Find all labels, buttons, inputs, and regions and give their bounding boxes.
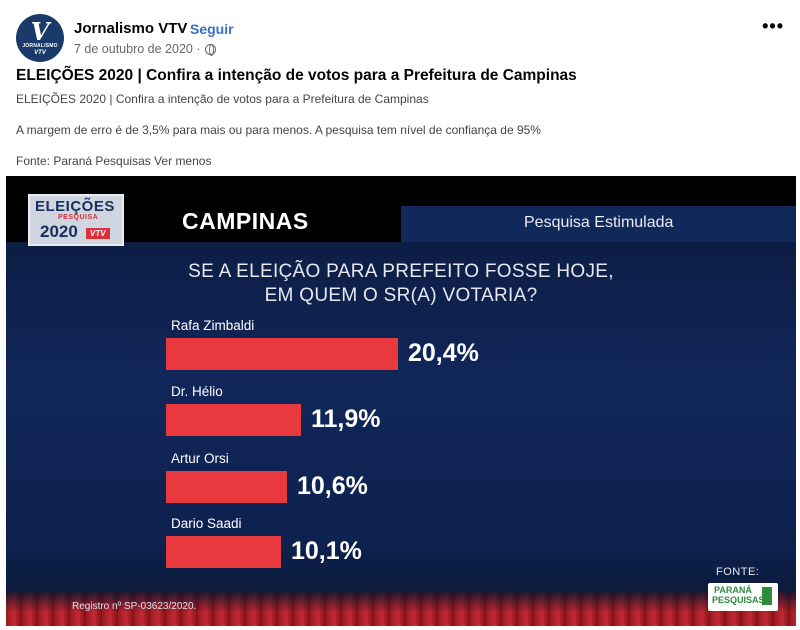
candidate-value: 10,6% bbox=[297, 472, 368, 500]
avatar-brand: VTV bbox=[34, 49, 46, 56]
post-date[interactable]: 7 de outubro de 2020 · bbox=[74, 42, 216, 56]
graphic-header-band bbox=[6, 176, 796, 242]
candidate-bar bbox=[166, 404, 301, 436]
candidate-name: Dario Saadi bbox=[171, 516, 242, 531]
poll-graphic[interactable]: ELEIÇÕES PESQUISA 2020 VTV CAMPINAS Pesq… bbox=[6, 176, 796, 626]
avatar-small-text: JORNALISMO bbox=[22, 42, 58, 49]
candidate-bar bbox=[166, 338, 398, 370]
logo-line-1: PARANÁ bbox=[714, 585, 752, 595]
post-body: A margem de erro é de 3,5% para mais ou … bbox=[16, 123, 541, 137]
badge-line2: PESQUISA bbox=[58, 214, 99, 221]
globe-icon bbox=[204, 43, 216, 56]
registry-number: Registro nº SP-03623/2020. bbox=[72, 601, 197, 612]
candidate-value: 10,1% bbox=[291, 537, 362, 565]
name-separator: · bbox=[180, 20, 185, 37]
page-name-link[interactable]: Jornalismo VTV bbox=[74, 20, 188, 37]
logo-line-2: PESQUISAS bbox=[712, 595, 765, 605]
question-line-2: EM QUEM O SR(A) VOTARIA? bbox=[264, 285, 538, 306]
badge-line3: 2020 bbox=[40, 222, 78, 241]
candidate-name: Rafa Zimbaldi bbox=[171, 318, 255, 333]
poll-question: SE A ELEIÇÃO PARA PREFEITO FOSSE HOJE, E… bbox=[6, 260, 796, 308]
elections-badge: ELEIÇÕES PESQUISA 2020 VTV bbox=[28, 194, 124, 246]
candidate-name: Dr. Hélio bbox=[171, 384, 223, 399]
city-title: CAMPINAS bbox=[182, 208, 309, 234]
post-subtitle: ELEIÇÕES 2020 | Confira a intenção de vo… bbox=[16, 92, 429, 106]
post-source: Fonte: Paraná Pesquisas Ver menos bbox=[16, 154, 211, 168]
graphic-floor bbox=[6, 591, 796, 626]
badge-line1: ELEIÇÕES bbox=[35, 198, 115, 215]
candidate-name: Artur Orsi bbox=[171, 451, 229, 466]
poll-kind: Pesquisa Estimulada bbox=[524, 214, 674, 231]
candidate-bar bbox=[166, 536, 281, 568]
post-date-text: 7 de outubro de 2020 · bbox=[74, 42, 201, 56]
candidate-value: 20,4% bbox=[408, 339, 479, 367]
post-title: ELEIÇÕES 2020 | Confira a intenção de vo… bbox=[16, 67, 577, 84]
question-line-1: SE A ELEIÇÃO PARA PREFEITO FOSSE HOJE, bbox=[188, 261, 614, 282]
badge-tag: VTV bbox=[86, 228, 110, 239]
logo-mark-icon bbox=[762, 587, 772, 605]
candidate-value: 11,9% bbox=[311, 405, 381, 433]
page-avatar[interactable]: V JORNALISMO VTV bbox=[16, 14, 64, 62]
source-label: FONTE: bbox=[716, 566, 760, 578]
more-horizontal-icon[interactable]: ••• bbox=[762, 16, 784, 36]
follow-button[interactable]: Seguir bbox=[190, 21, 234, 37]
header-blue-stripe bbox=[401, 206, 796, 242]
source-text: Fonte: Paraná Pesquisas bbox=[16, 154, 151, 168]
candidate-bar bbox=[166, 471, 287, 503]
parana-pesquisas-logo: PARANÁ PESQUISAS bbox=[708, 583, 778, 611]
avatar-letter: V bbox=[30, 16, 50, 46]
see-less-link[interactable]: Ver menos bbox=[154, 154, 212, 168]
